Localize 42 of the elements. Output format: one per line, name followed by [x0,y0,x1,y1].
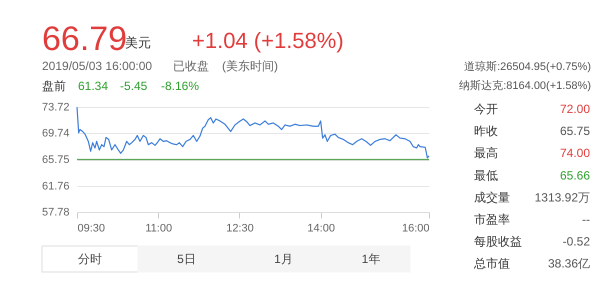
text: 道琼斯:26504.95(+0.75%) [464,60,591,73]
text: 盘前 [42,79,66,93]
text: 昨收 [474,124,498,138]
text: 61.34 [78,79,108,93]
text: 1月 [274,252,293,266]
text: 2019/05/03 16:00:00 [42,59,152,73]
text: 74.00 [560,146,590,160]
text: 市盈率 [474,212,510,226]
text: 65.75 [560,124,590,138]
y-tick-label: 61.76 [42,180,70,192]
text: 1313.92万 [534,190,590,204]
text: 最高 [474,146,498,160]
text: 总市值 [473,256,510,271]
text: 美元 [125,35,151,50]
line-series [76,106,430,158]
y-tick-label: 73.72 [42,102,70,114]
text: 分时 [78,252,102,266]
text: (美东时间) [222,59,278,73]
text: -0.52 [562,234,590,249]
text: +1.04 (+1.58%) [192,28,344,53]
text: 72.00 [560,102,590,116]
text: 最低 [474,168,498,182]
text: 纳斯达克:8164.00(+1.58%) [459,79,591,92]
y-tick-label: 65.75 [42,154,70,166]
text: 5日 [177,252,196,266]
y-tick-label: 57.78 [42,206,70,218]
text: 每股收益 [474,234,522,249]
x-tick-label: 16:00 [402,222,430,234]
x-tick-label: 14:00 [307,222,335,234]
text: 38.36亿 [548,256,590,271]
text: -8.16% [161,79,200,93]
text: 已收盘 [173,59,209,73]
x-tick-label: 11:00 [145,222,172,234]
x-tick-label: 09:30 [78,222,106,234]
text: -5.45 [120,79,148,93]
x-tick-label: 12:30 [226,222,254,234]
text: 1年 [362,252,380,266]
y-tick-label: 69.74 [42,128,70,140]
text: 今开 [474,102,498,116]
text: -- [582,212,590,226]
text: 65.66 [560,168,590,182]
text: 成交量 [474,190,510,204]
